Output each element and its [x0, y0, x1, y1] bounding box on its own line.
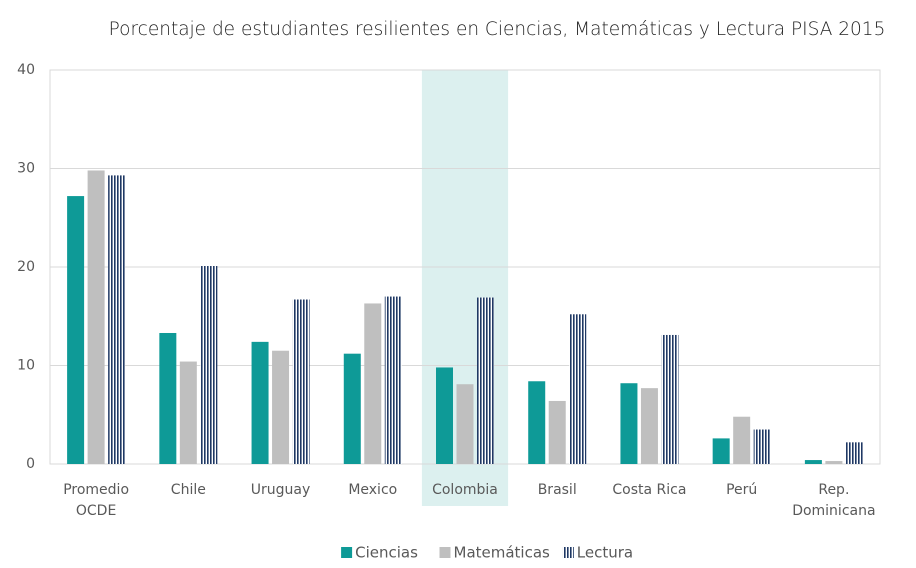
x-tick-label: Uruguay — [251, 482, 311, 498]
x-tick-label: Colombia — [432, 482, 498, 498]
x-tick-label: Rep. Dominicana — [792, 482, 875, 519]
bar — [272, 350, 290, 464]
x-tick-label: Perú — [726, 482, 757, 498]
legend-label: Matemáticas — [454, 544, 551, 562]
bar — [712, 438, 730, 464]
bar — [384, 296, 402, 464]
bar — [159, 332, 177, 464]
bar — [67, 196, 85, 464]
bar — [292, 299, 310, 464]
bar — [640, 388, 658, 464]
y-tick-label: 10 — [17, 358, 35, 374]
legend-label: Ciencias — [355, 544, 418, 562]
bar — [845, 442, 863, 464]
bar — [620, 383, 638, 464]
bar — [343, 353, 361, 464]
x-tick-label: Chile — [171, 482, 206, 498]
bar — [477, 297, 494, 464]
x-tick-label: Mexico — [348, 482, 397, 498]
bar — [456, 384, 474, 464]
bar — [364, 303, 382, 464]
chart-title: Porcentaje de estudiantes resilientes en… — [109, 19, 886, 40]
legend-swatch — [439, 547, 451, 558]
bar — [548, 400, 566, 464]
bar — [753, 429, 771, 464]
legend-label: Lectura — [577, 544, 633, 562]
bar — [804, 460, 822, 464]
bar — [661, 334, 679, 464]
bar — [733, 416, 751, 464]
bar — [436, 367, 453, 464]
bar — [108, 175, 126, 464]
legend-swatch — [341, 547, 353, 558]
x-tick-label: Costa Rica — [612, 482, 686, 498]
y-tick-label: 20 — [17, 259, 35, 275]
x-tick-label: Brasil — [538, 482, 577, 498]
bar — [528, 381, 546, 464]
bar — [87, 170, 105, 464]
x-tick-label: Promedio OCDE — [63, 482, 129, 519]
y-tick-label: 0 — [26, 456, 35, 472]
y-tick-label: 40 — [17, 62, 35, 78]
bar — [569, 314, 587, 464]
bar — [179, 361, 197, 464]
bar — [200, 266, 218, 464]
legend-swatch — [562, 547, 574, 558]
bar — [251, 341, 269, 464]
y-tick-label: 30 — [17, 161, 35, 177]
bar — [825, 461, 843, 464]
